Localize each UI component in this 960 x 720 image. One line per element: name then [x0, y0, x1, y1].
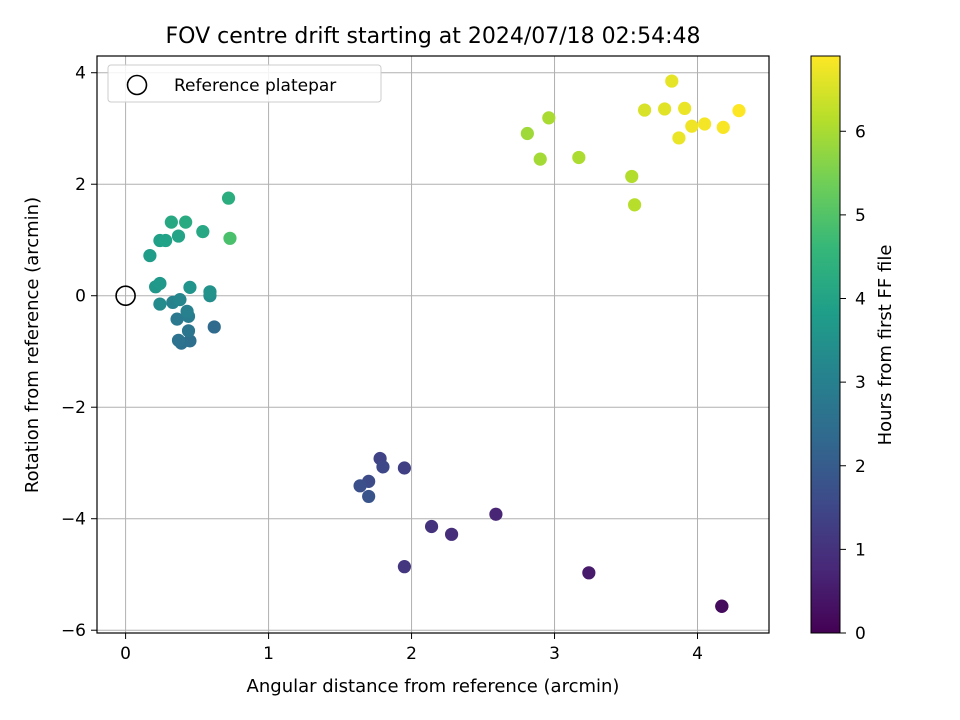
grid [97, 56, 769, 633]
data-point [685, 119, 699, 133]
y-tick-label: −4 [61, 510, 86, 530]
data-points [143, 74, 746, 613]
colorbar-tick-label: 6 [855, 122, 866, 142]
plot-frame [96, 55, 770, 634]
y-axis-label: Rotation from reference (arcmin) [22, 197, 43, 493]
data-point [171, 333, 186, 347]
data-point [520, 126, 534, 141]
data-point [159, 233, 173, 248]
data-point [179, 215, 193, 229]
data-point [173, 293, 187, 307]
y-axis-ticks: −6 −4 −2 0 2 4 [61, 64, 97, 641]
colorbar-tick-label: 3 [855, 373, 866, 393]
data-point [625, 169, 639, 184]
data-point [153, 297, 167, 311]
x-axis-ticks: 0 1 2 3 4 [120, 633, 703, 664]
x-tick-label: 4 [692, 644, 703, 664]
x-tick-label: 1 [263, 644, 274, 664]
data-point [143, 248, 157, 263]
data-point [164, 215, 178, 229]
data-point [424, 519, 439, 534]
data-point [376, 460, 390, 474]
reference-platepar-marker [115, 285, 136, 307]
data-point [444, 527, 459, 541]
data-point [698, 117, 712, 131]
data-point [153, 276, 167, 291]
y-tick-label: −6 [61, 621, 86, 641]
data-point [542, 111, 556, 125]
x-tick-label: 0 [120, 644, 131, 664]
x-tick-label: 3 [549, 644, 560, 664]
x-axis-label: Angular distance from reference (arcmin) [247, 676, 620, 697]
data-point [170, 312, 184, 326]
y-tick-label: 2 [75, 175, 86, 195]
data-point [638, 103, 652, 117]
chart-title: FOV centre drift starting at 2024/07/18 … [166, 24, 701, 49]
data-point [203, 285, 217, 299]
data-point [658, 102, 672, 116]
legend-label: Reference platepar [174, 76, 336, 96]
y-tick-label: 0 [75, 287, 86, 307]
colorbar-tick-label: 1 [855, 540, 866, 560]
data-point [665, 74, 679, 88]
data-point [196, 225, 210, 239]
data-point [183, 280, 197, 294]
data-point [732, 104, 746, 118]
colorbar-tick-label: 4 [855, 290, 866, 310]
data-point [628, 198, 642, 212]
data-point [572, 150, 586, 165]
data-point [489, 507, 503, 521]
y-tick-label: 4 [75, 64, 86, 84]
legend-open-circle-icon [126, 74, 148, 96]
data-point [716, 120, 730, 134]
data-point [397, 461, 412, 475]
data-point [171, 229, 186, 243]
data-point [180, 304, 194, 318]
data-point [533, 152, 547, 166]
y-tick-label: −2 [61, 398, 86, 418]
colorbar-tick-label: 2 [855, 457, 866, 477]
data-point [223, 231, 237, 245]
colorbar-tick-label: 5 [855, 206, 866, 226]
colorbar-tick-label: 0 [855, 624, 866, 644]
data-point [181, 324, 196, 338]
colorbar-ticks: 0 1 2 3 4 5 6 [840, 122, 866, 644]
data-point [672, 131, 686, 145]
data-point [362, 489, 376, 504]
data-point [715, 599, 729, 613]
legend: Reference platepar [107, 64, 382, 103]
data-point [221, 191, 236, 205]
colorbar-label: Hours from first FF file [875, 245, 896, 446]
data-point [207, 320, 221, 334]
data-point [353, 479, 367, 493]
colorbar [810, 55, 841, 634]
data-point [678, 101, 692, 116]
legend-box [107, 64, 382, 103]
data-point [397, 560, 412, 574]
data-point [582, 566, 596, 580]
x-tick-label: 2 [406, 644, 417, 664]
